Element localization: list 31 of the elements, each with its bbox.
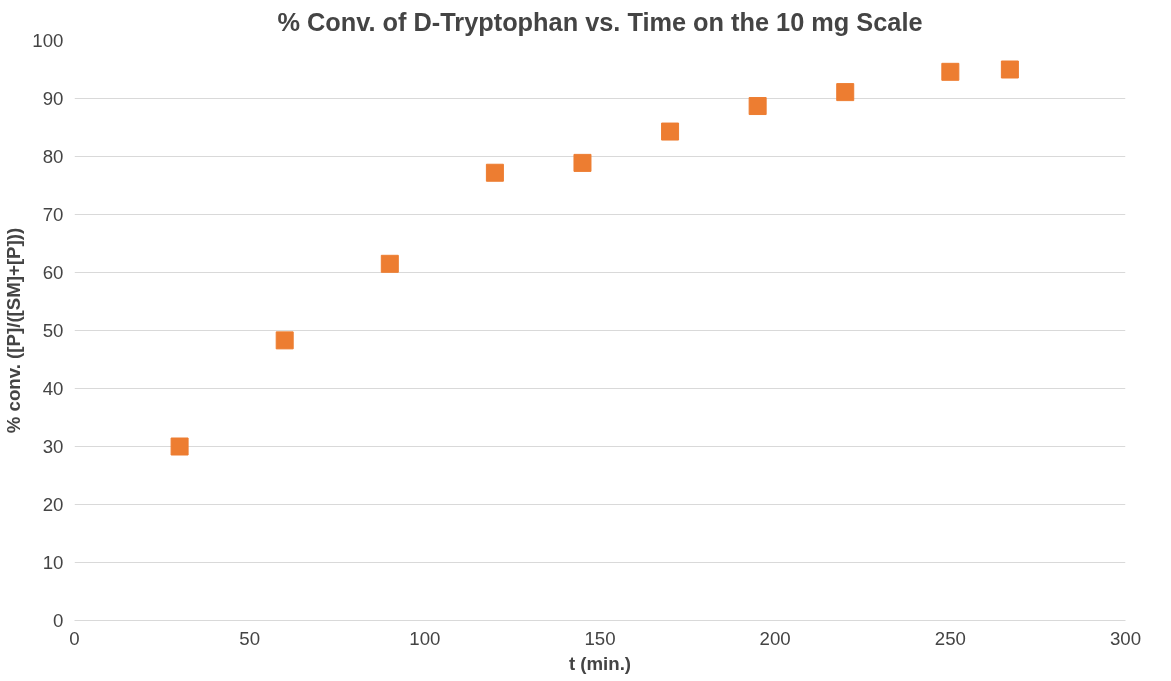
y-tick-label: 10 xyxy=(42,552,64,573)
point xyxy=(170,437,189,456)
chart-title: % Conv. of D-Tryptophan vs. Time on the 10 mg Scale xyxy=(277,7,923,36)
point xyxy=(573,153,592,172)
point xyxy=(275,331,294,350)
x-tick-label: 300 xyxy=(1109,627,1142,649)
point xyxy=(485,163,504,182)
x-tick-label: 50 xyxy=(239,627,261,649)
y-tick-label: 50 xyxy=(42,320,64,341)
y-tick-label: 0 xyxy=(53,610,64,631)
point xyxy=(748,97,767,116)
point xyxy=(661,122,680,141)
y-tick-label: 30 xyxy=(42,436,64,457)
y-tick-label: 70 xyxy=(42,204,64,225)
point xyxy=(836,83,855,102)
point xyxy=(941,62,960,81)
y-tick-label: 90 xyxy=(42,88,64,109)
y-axis-title: % conv. ([P]/([SM]+[P])) xyxy=(3,227,25,434)
x-tick-label: 200 xyxy=(759,627,791,649)
y-tick-label: 20 xyxy=(42,494,64,515)
point xyxy=(380,254,399,273)
point xyxy=(1000,60,1019,79)
y-tick-label: 40 xyxy=(42,378,64,399)
x-tick-label: 0 xyxy=(69,627,80,649)
y-tick-label: 80 xyxy=(42,146,64,167)
x-tick-label: 100 xyxy=(409,627,441,649)
x-tick-label: 150 xyxy=(584,627,616,649)
y-tick-label: 100 xyxy=(32,30,64,51)
y-tick-label: 60 xyxy=(42,262,64,283)
x-axis-title: t (min.) xyxy=(568,652,632,674)
x-tick-label: 250 xyxy=(934,627,966,649)
